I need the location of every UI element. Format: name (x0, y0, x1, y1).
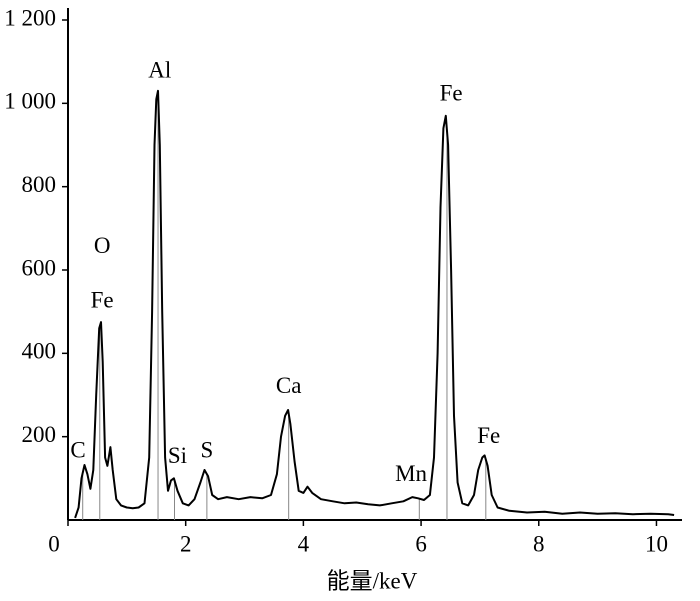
x-tick-label: 10 (645, 531, 668, 556)
peak-label: C (70, 437, 85, 462)
peak-label: Fe (477, 423, 500, 448)
x-tick-label: 6 (415, 531, 427, 556)
peak-label: Ca (276, 373, 302, 398)
y-tick-label: 1 200 (4, 5, 56, 30)
y-tick-label: 600 (22, 255, 57, 280)
x-axis-title: 能量/keV (327, 568, 418, 593)
y-tick-label: 200 (22, 422, 57, 447)
x-tick-label: 4 (298, 531, 310, 556)
y-tick-label: 400 (22, 339, 57, 364)
y-tick-label: 1 000 (4, 89, 56, 114)
spectrum-line (74, 89, 675, 519)
peak-label: Fe (91, 287, 114, 312)
x-tick-label: 2 (180, 531, 192, 556)
peak-label: Si (168, 443, 187, 468)
y-tick-label: 800 (22, 172, 57, 197)
peak-label: S (200, 437, 213, 462)
peak-label: Fe (440, 80, 463, 105)
peak-label: Mn (395, 461, 427, 486)
peak-label: Al (148, 57, 171, 82)
peak-label: O (94, 233, 111, 258)
x-tick-label: 0 (48, 531, 60, 556)
x-tick-label: 8 (533, 531, 545, 556)
